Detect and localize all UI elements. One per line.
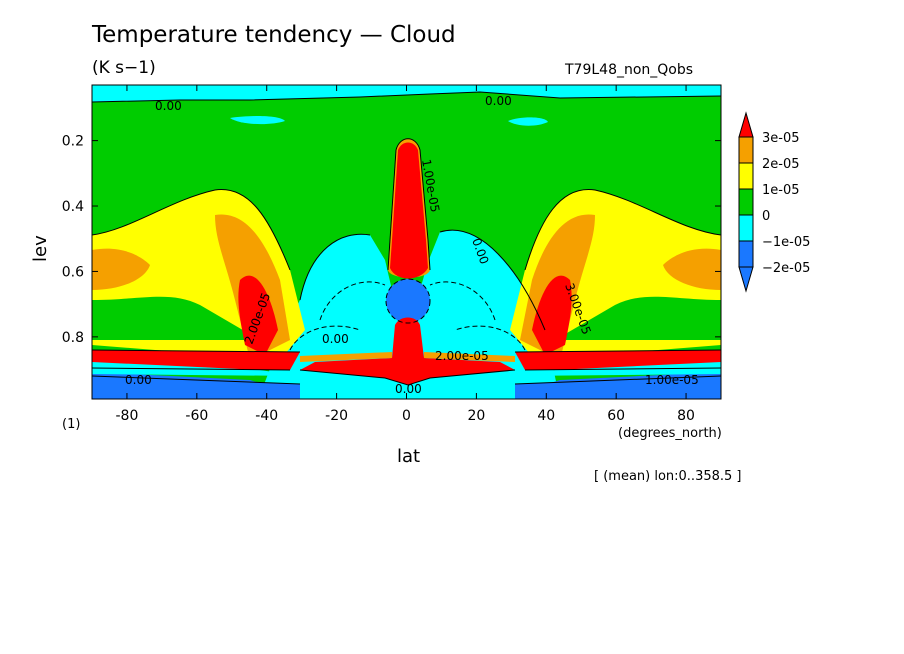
x-tick-label: -80 [116, 408, 139, 424]
x-tick-label: 20 [467, 408, 485, 424]
colorbar-under-arrow [738, 266, 754, 293]
chart-units: (K s−1) [92, 58, 156, 78]
colorbar-over-arrow [738, 111, 754, 138]
y-tick-label: 0.6 [62, 264, 84, 280]
x-tick-label: -20 [325, 408, 348, 424]
contour-label: 0.00 [125, 373, 152, 387]
colorbar-segment [738, 136, 754, 164]
y-tick-label: 0.2 [62, 134, 84, 150]
heatmap-field [92, 85, 721, 399]
y-axis: 0.2 0.4 0.6 0.8 [62, 134, 721, 346]
y-tick-label: 0.8 [62, 330, 84, 346]
x-tick-label: 40 [537, 408, 555, 424]
colorbar-label: 0 [762, 209, 770, 224]
colorbar-label: 2e-05 [762, 157, 800, 172]
y-tick-label: 0.4 [62, 199, 84, 215]
footer-note: [ (mean) lon:0..358.5 ] [594, 469, 742, 484]
run-name: T79L48_non_Qobs [565, 62, 694, 78]
colorbar-segment [738, 188, 754, 216]
contour-lines [92, 91, 721, 386]
x-tick-label: 60 [607, 408, 625, 424]
negative-contours [289, 278, 526, 351]
x-tick-label: 0 [402, 408, 411, 424]
contour-label: 2.00e-05 [435, 349, 489, 363]
x-axis-units: (degrees_north) [618, 426, 722, 441]
colorbar-label: 3e-05 [762, 131, 800, 146]
colorbar: 3e-05 2e-05 1e-05 0 −1e-05 −2e-05 [738, 111, 810, 293]
x-tick-label: -40 [255, 408, 278, 424]
contour-label: 0.00 [322, 332, 349, 346]
colorbar-label: 1e-05 [762, 183, 800, 198]
contour-label: 0.00 [485, 94, 512, 108]
chart-title: Temperature tendency — Cloud [92, 22, 456, 48]
contour-label: 1.00e-05 [645, 373, 699, 387]
x-axis: -80 -60 -40 -20 0 20 40 60 80 [116, 85, 695, 424]
contour-label: 0.00 [395, 382, 422, 396]
colorbar-label: −2e-05 [762, 261, 810, 276]
x-tick-label: -60 [185, 408, 208, 424]
y-axis-units: (1) [62, 417, 81, 432]
y-axis-label: lev [30, 235, 51, 262]
colorbar-segment [738, 240, 754, 268]
x-tick-label: 80 [677, 408, 695, 424]
colorbar-segment [738, 162, 754, 190]
contour-label: 0.00 [155, 99, 182, 113]
colorbar-label: −1e-05 [762, 235, 810, 250]
x-axis-label: lat [397, 446, 421, 467]
colorbar-segment [738, 214, 754, 242]
